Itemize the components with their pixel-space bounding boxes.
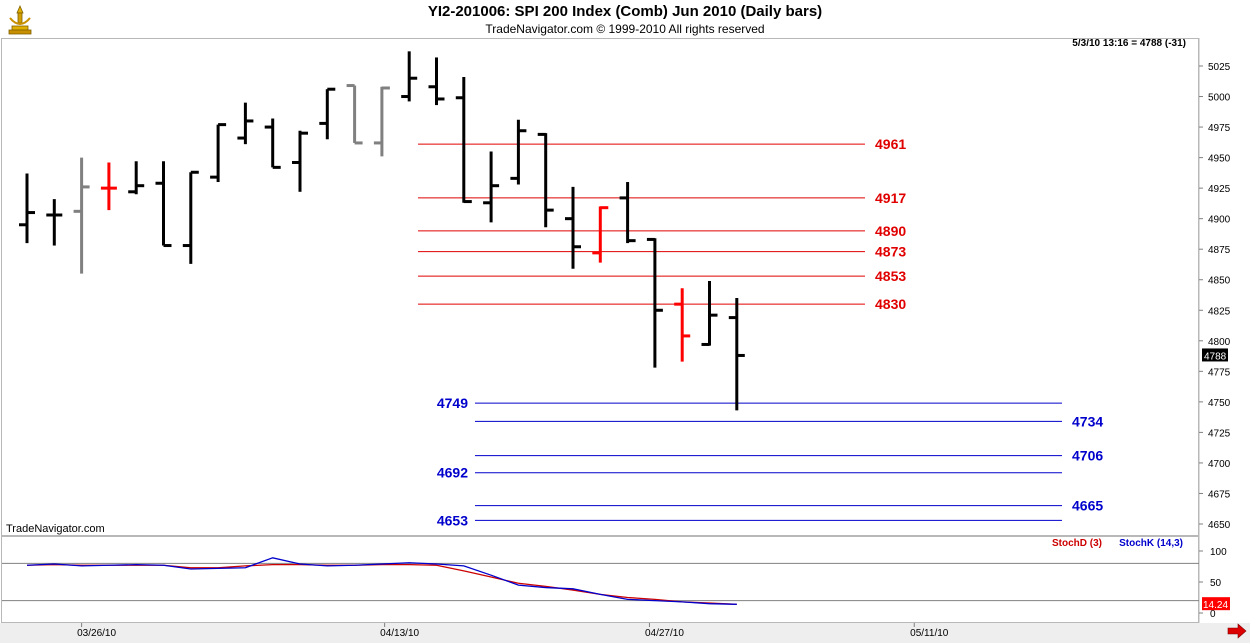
price-axis-label: 4800 [1208, 337, 1231, 348]
stoch-series-line [26, 557, 737, 605]
stoch-axis-label: 0 [1210, 609, 1216, 620]
last-price-box [1202, 348, 1228, 362]
x-axis-strip [0, 623, 1250, 643]
x-axis-label: 04/13/10 [380, 628, 419, 639]
chart-header: YI2-201006: SPI 200 Index (Comb) Jun 201… [0, 0, 1250, 38]
price-axis-label: 4675 [1208, 489, 1231, 500]
price-axis-label: 4650 [1208, 520, 1231, 531]
resistance-label: 4890 [875, 223, 906, 239]
price-axis-label: 4975 [1208, 123, 1231, 134]
x-axis-label: 03/26/10 [77, 628, 116, 639]
price-axis-label: 5000 [1208, 93, 1231, 104]
chart-title: YI2-201006: SPI 200 Index (Comb) Jun 201… [427, 3, 823, 20]
price-axis-label: 4850 [1208, 276, 1231, 287]
x-axis-label: 05/11/10 [910, 628, 949, 639]
price-panel-frame [1, 38, 1199, 536]
resistance-label: 4961 [875, 136, 906, 152]
copyright-text: TradeNavigator.com © 1999-2010 All right… [485, 22, 765, 36]
stoch-axis-label: 100 [1210, 547, 1227, 558]
next-arrow-icon[interactable] [1227, 623, 1247, 639]
resistance-label: 4917 [875, 190, 906, 206]
stoch-last-value-box [1202, 597, 1230, 611]
price-axis-label: 4925 [1208, 184, 1231, 195]
stoch-series-line [26, 563, 737, 605]
price-axis-label: 4700 [1208, 459, 1231, 470]
resistance-label: 4853 [875, 268, 906, 284]
last-quote: 5/3/10 13:16 = 4788 (-31) [1072, 38, 1186, 49]
price-axis-label: 4900 [1208, 215, 1231, 226]
stoch-last-value-label: 14.24 [1203, 600, 1228, 611]
trophy-icon[interactable] [4, 4, 36, 36]
support-label: 4706 [1072, 448, 1103, 464]
stoch-d-legend: StochD (3) [1052, 538, 1102, 549]
price-axis-label: 5025 [1208, 62, 1231, 73]
support-label: 4734 [1072, 413, 1103, 429]
price-axis-label: 4750 [1208, 398, 1231, 409]
price-axis-label: 4775 [1208, 367, 1231, 378]
support-label: 4692 [437, 465, 468, 481]
price-axis-label: 4875 [1208, 245, 1231, 256]
support-label: 4665 [1072, 498, 1103, 514]
stoch-k-legend: StochK (14,3) [1119, 538, 1183, 549]
support-label: 4653 [437, 512, 468, 528]
resistance-label: 4830 [875, 296, 906, 312]
stoch-panel-frame [1, 536, 1199, 623]
last-price-label: 4788 [1204, 351, 1227, 362]
price-axis-label: 4725 [1208, 428, 1231, 439]
price-axis-label: 4950 [1208, 154, 1231, 165]
support-label: 4749 [437, 395, 468, 411]
chart-marks: 5025 5000 4975 4950 4925 4900 4875 4850 4825 4800… [2, 51, 1231, 639]
watermark-text: TradeNavigator.com [6, 523, 105, 535]
price-axis-label: 4825 [1208, 306, 1231, 317]
resistance-label: 4873 [875, 244, 906, 260]
x-axis-label: 04/27/10 [645, 628, 684, 639]
stoch-axis-label: 50 [1210, 578, 1222, 589]
